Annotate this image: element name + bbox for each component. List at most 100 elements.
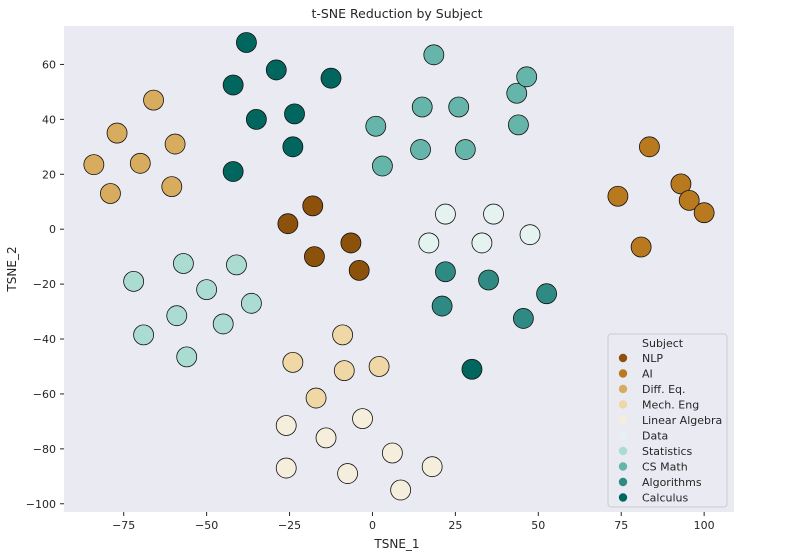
- y-tick-label: −60: [33, 388, 56, 401]
- data-point: [123, 270, 145, 292]
- data-point: [106, 122, 128, 144]
- data-point: [265, 59, 287, 81]
- y-axis-label: TSNE_2: [5, 246, 19, 292]
- data-point: [348, 259, 370, 281]
- data-point: [133, 324, 155, 346]
- data-point: [241, 292, 262, 314]
- data-point: [381, 442, 403, 464]
- legend-entry-label: Linear Algebra: [642, 414, 722, 427]
- data-point: [245, 108, 267, 130]
- legend-box: [607, 333, 728, 508]
- data-point: [630, 236, 652, 258]
- data-point: [372, 155, 393, 177]
- data-point: [454, 139, 476, 160]
- y-tick-label: 0: [49, 223, 56, 236]
- legend-marker: [618, 415, 628, 425]
- legend-entry-label: Calculus: [642, 492, 689, 505]
- data-point: [411, 96, 433, 118]
- data-point: [284, 103, 305, 125]
- data-point: [161, 176, 183, 198]
- legend-entry-label: AI: [642, 368, 653, 381]
- legend: Subject NLP AI Diff. Eq. Mech. Eng Linear Al…: [607, 333, 728, 508]
- points-layer: [83, 32, 715, 501]
- x-tick-label: 75: [614, 519, 628, 532]
- y-tick-label: −40: [33, 333, 56, 346]
- legend-marker: [618, 353, 628, 363]
- data-point: [143, 89, 164, 111]
- data-point: [693, 202, 715, 224]
- data-point: [305, 387, 327, 409]
- legend-items: NLP AI Diff. Eq. Mech. Eng Linear Algebra Dat…: [618, 352, 722, 505]
- data-point: [340, 232, 362, 254]
- x-tick-label: −25: [278, 519, 301, 532]
- data-point: [516, 66, 538, 88]
- x-tick-label: 25: [448, 519, 462, 532]
- data-point: [435, 203, 456, 225]
- legend-marker: [618, 477, 628, 487]
- data-point: [410, 139, 431, 160]
- data-point: [435, 261, 456, 283]
- x-tick-label: 0: [369, 519, 376, 532]
- data-point: [461, 358, 483, 380]
- data-point: [519, 224, 541, 246]
- x-tick-label: 100: [694, 519, 715, 532]
- x-tick-label: −75: [112, 519, 135, 532]
- legend-marker: [618, 400, 628, 409]
- data-point: [275, 415, 297, 436]
- legend-marker: [618, 431, 628, 440]
- data-point: [320, 67, 342, 89]
- data-point: [166, 305, 188, 327]
- legend-entry-label: Data: [642, 430, 668, 443]
- data-point: [275, 457, 297, 479]
- legend-entry-label: Algorithms: [642, 476, 702, 489]
- data-point: [390, 479, 412, 501]
- data-point: [332, 324, 354, 346]
- data-point: [431, 295, 453, 317]
- y-tick-label: −20: [33, 278, 56, 291]
- data-point: [226, 254, 247, 276]
- legend-entry-label: Statistics: [642, 445, 693, 458]
- x-tick-label: −50: [195, 519, 218, 532]
- data-point: [337, 463, 358, 484]
- chart-title: t-SNE Reduction by Subject: [311, 6, 482, 21]
- data-point: [483, 203, 504, 225]
- data-point: [222, 161, 244, 182]
- data-point: [173, 253, 194, 274]
- data-point: [478, 269, 499, 291]
- data-point: [506, 82, 528, 104]
- data-point: [471, 232, 493, 254]
- axes-layer: −75 −50 −25 0 25 50 75 100 60 40 20 0 −20 −40 −60 −80 −1…: [26, 58, 715, 532]
- data-point: [639, 136, 660, 158]
- data-point: [282, 136, 304, 158]
- data-point: [315, 427, 337, 449]
- data-point: [678, 189, 700, 211]
- data-point: [164, 133, 186, 155]
- data-point: [352, 408, 373, 430]
- y-tick-label: −100: [26, 498, 56, 511]
- legend-marker: [618, 446, 628, 456]
- data-point: [421, 456, 443, 478]
- data-point: [512, 308, 534, 329]
- legend-marker: [618, 493, 628, 502]
- data-point: [423, 44, 445, 66]
- x-axis-label: TSNE_1: [373, 537, 419, 551]
- data-point: [83, 154, 105, 176]
- data-point: [333, 360, 355, 381]
- y-tick-label: 40: [42, 113, 56, 126]
- data-point: [368, 356, 390, 377]
- data-point: [304, 246, 325, 268]
- legend-marker: [618, 462, 628, 471]
- legend-marker: [618, 369, 628, 378]
- data-point: [282, 351, 304, 373]
- y-tick-label: 20: [42, 168, 56, 181]
- data-point: [508, 114, 529, 136]
- legend-title: Subject: [642, 337, 684, 350]
- legend-marker: [618, 384, 628, 394]
- data-point: [176, 346, 198, 368]
- legend-entry-label: Diff. Eq.: [642, 383, 686, 396]
- y-tick-label: −80: [33, 443, 56, 456]
- x-tick-label: 50: [531, 519, 545, 532]
- data-point: [129, 152, 151, 174]
